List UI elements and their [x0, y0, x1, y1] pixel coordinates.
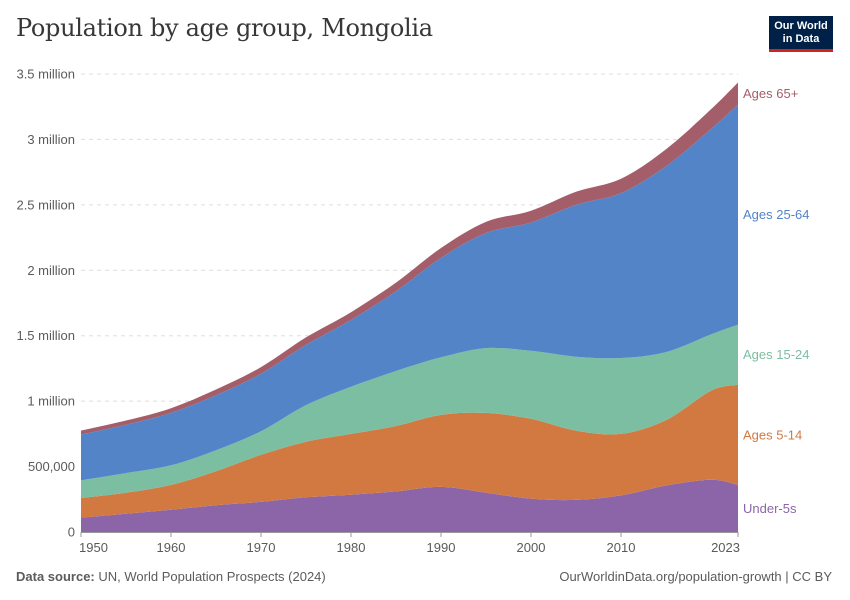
owid-logo[interactable]: Our World in Data — [769, 16, 833, 52]
x-tick-label: 1990 — [427, 540, 456, 555]
x-tick-label: 2010 — [607, 540, 636, 555]
y-tick-label: 2 million — [27, 263, 75, 278]
label-ages-25-64: Ages 25-64 — [743, 207, 810, 222]
x-tick-label: 2000 — [517, 540, 546, 555]
area-under-5s — [81, 479, 738, 532]
chart-title: Population by age group, Mongolia — [16, 14, 433, 42]
y-tick-label: 0 — [68, 525, 75, 540]
data-source-text: UN, World Population Prospects (2024) — [98, 569, 326, 584]
x-tick-label: 1970 — [247, 540, 276, 555]
y-tick-label: 1.5 million — [16, 328, 75, 343]
x-tick-label: 2023 — [711, 540, 740, 555]
y-tick-label: 1 million — [27, 394, 75, 409]
label-ages-65-: Ages 65+ — [743, 86, 798, 101]
area-ages-25-64 — [81, 104, 738, 481]
x-tick-label: 1950 — [79, 540, 108, 555]
label-under-5s: Under-5s — [743, 501, 797, 516]
label-ages-5-14: Ages 5-14 — [743, 427, 802, 442]
y-tick-label: 3 million — [27, 132, 75, 147]
data-source-label: Data source: — [16, 569, 95, 584]
x-tick-label: 1960 — [157, 540, 186, 555]
logo-line-1: Our World — [774, 20, 828, 32]
data-source: Data source: UN, World Population Prospe… — [16, 569, 326, 584]
y-tick-label: 3.5 million — [16, 67, 75, 82]
area-ages-5-14 — [81, 384, 738, 518]
source-url[interactable]: OurWorldinData.org/population-growth | C… — [559, 569, 832, 584]
logo-line-2: in Data — [782, 33, 820, 45]
series-areas — [81, 82, 738, 532]
axes: 0 500,000 1 million 1.5 million 2 million 2.5… — [16, 67, 740, 556]
x-tick-label: 1980 — [337, 540, 366, 555]
area-ages-15-24 — [81, 324, 738, 498]
y-tick-label: 2.5 million — [16, 197, 75, 212]
label-ages-15-24: Ages 15-24 — [743, 347, 810, 362]
y-tick-label: 500,000 — [28, 459, 75, 474]
series-labels: Under-5s Ages 5-14 Ages 15-24 Ages 25-64 Age… — [743, 86, 810, 516]
